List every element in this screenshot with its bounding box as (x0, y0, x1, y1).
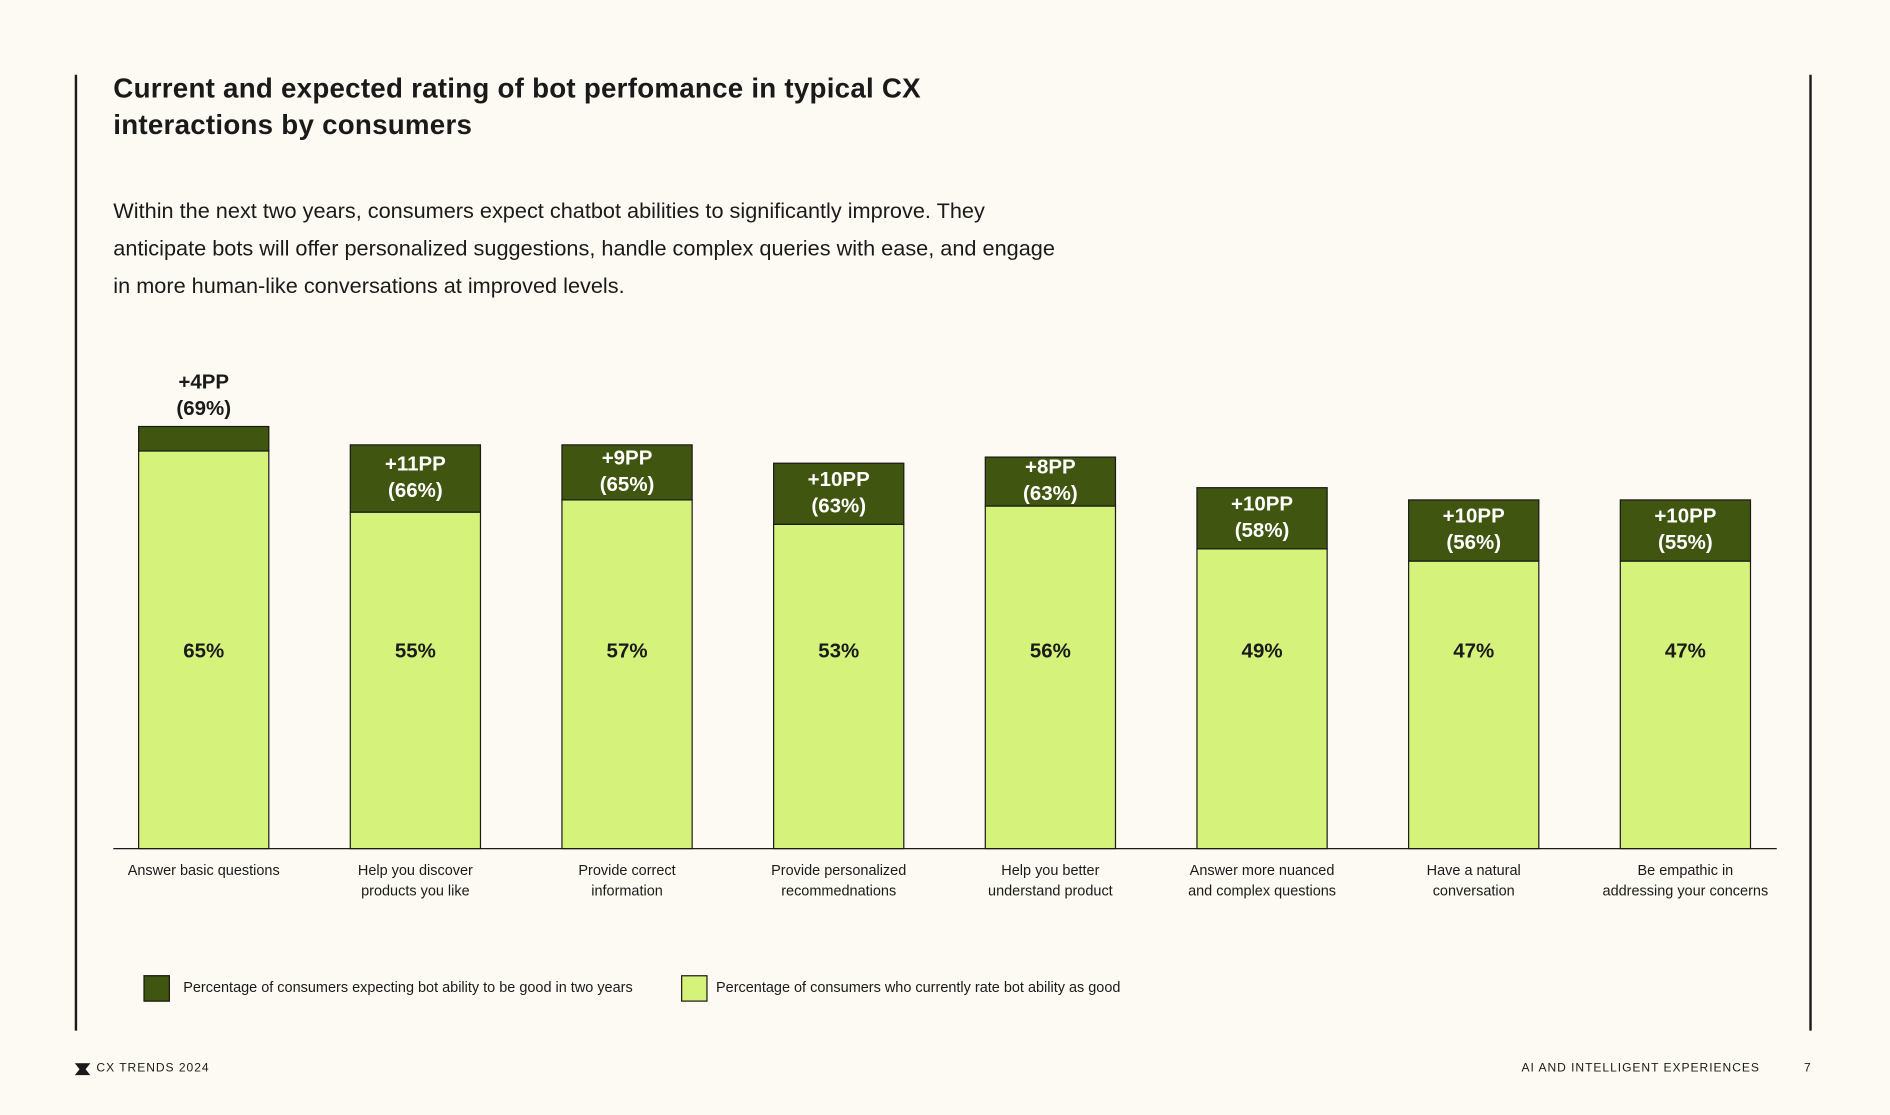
bar-segment (561, 499, 693, 850)
bar-segment (984, 505, 1117, 850)
bar-segment (1408, 560, 1540, 850)
value-label: +10PP (1654, 505, 1716, 528)
value-label: +8PP (1025, 456, 1076, 479)
value-label: +4PP (178, 371, 229, 394)
x-tick-label: Answer basic questions (127, 861, 280, 879)
bar-segment (773, 462, 905, 525)
bar-segment (1196, 548, 1328, 850)
chart-title: Current and expected rating of bot perfo… (113, 72, 921, 140)
chart-subtitle: Within the next two years, consumers exp… (113, 198, 1055, 298)
legend-swatch (143, 975, 170, 1002)
value-label: 56% (1030, 640, 1071, 663)
bar-segment (984, 456, 1117, 507)
bar-segment (1619, 560, 1752, 850)
total-label: (69%) (176, 397, 231, 420)
value-label: 49% (1242, 640, 1283, 663)
value-label: 65% (183, 640, 224, 663)
bar-segment (1619, 499, 1752, 562)
footer-section: AI AND INTELLIGENT EXPERIENCES (1521, 1061, 1760, 1076)
value-label: +10PP (1443, 505, 1505, 528)
bar-segment (138, 425, 270, 452)
legend-label: Percentage of consumers who currently ra… (716, 978, 1121, 996)
value-label: +10PP (1231, 492, 1293, 515)
footer-brand: CX TRENDS 2024 (96, 1061, 210, 1076)
x-tick-label: Be empathic in addressing your concerns (1602, 861, 1769, 900)
x-tick-label: Provide correct information (578, 861, 676, 900)
total-label: (63%) (811, 494, 866, 517)
legend-label: Percentage of consumers expecting bot ab… (183, 978, 633, 996)
x-tick-label: Help you better understand product (988, 861, 1113, 900)
total-label: (65%) (600, 473, 655, 496)
x-tick-label: Help you discover products you like (357, 861, 473, 900)
value-label: +10PP (808, 468, 870, 491)
bar-segment (1196, 487, 1328, 550)
total-label: (56%) (1446, 531, 1501, 554)
page-number: 7 (1804, 1061, 1812, 1076)
x-tick-label: Have a natural conversation (1426, 861, 1521, 900)
value-label: 57% (607, 640, 648, 663)
bar-segment (349, 511, 482, 850)
value-label: 55% (395, 640, 436, 663)
value-label: 47% (1665, 640, 1706, 663)
bar-segment (138, 450, 270, 850)
total-label: (58%) (1235, 519, 1290, 542)
value-label: 47% (1453, 640, 1494, 663)
total-label: (63%) (1023, 482, 1078, 505)
logo (74, 1063, 91, 1076)
value-label: +9PP (602, 447, 653, 470)
x-tick-label: Answer more nuanced and complex question… (1188, 861, 1337, 900)
bar-segment (773, 523, 905, 850)
total-label: (55%) (1658, 531, 1713, 554)
bar-segment (1408, 499, 1540, 562)
value-label: 53% (818, 640, 859, 663)
value-label: +11PP (385, 453, 446, 476)
total-label: (66%) (388, 479, 443, 502)
frame-line (74, 74, 78, 1031)
x-tick-label: Provide personalized recommednations (771, 861, 907, 900)
bar-segment (349, 444, 482, 513)
frame-line (1809, 74, 1812, 1031)
legend-swatch (681, 975, 708, 1002)
bar-segment (561, 444, 693, 501)
